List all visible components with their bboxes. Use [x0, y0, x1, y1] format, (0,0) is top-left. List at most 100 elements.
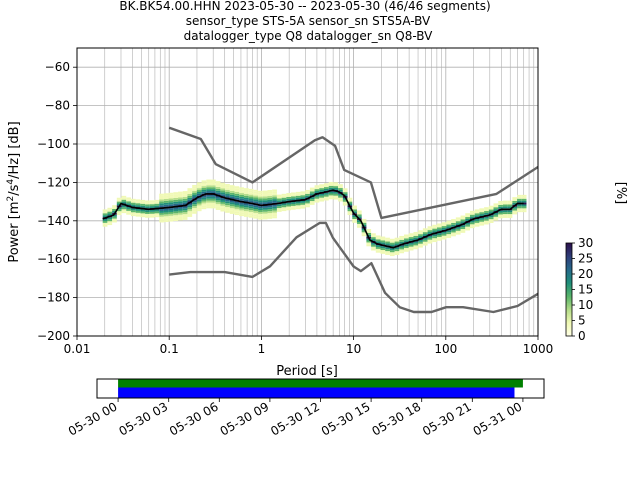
heatmap-cell: [267, 207, 273, 210]
heatmap-cell: [126, 201, 131, 204]
heatmap-cell: [135, 212, 141, 215]
heatmap-cell: [328, 185, 334, 188]
heatmap-cell: [309, 187, 315, 190]
heatmap-cell: [121, 211, 127, 214]
heatmap-cell: [474, 220, 480, 223]
heatmap-cell: [173, 194, 179, 197]
heatmap-cell: [168, 210, 174, 212]
heatmap-cell: [276, 198, 282, 201]
heatmap-cell: [385, 237, 390, 240]
heatmap-cell: [389, 238, 395, 241]
heatmap-cell: [451, 220, 456, 223]
heatmap-cell: [286, 193, 292, 195]
heatmap-cell: [309, 201, 315, 203]
heatmap-cell: [352, 211, 357, 214]
heatmap-cell: [333, 188, 339, 190]
heatmap-cell: [441, 227, 447, 230]
heatmap-cell: [352, 205, 357, 208]
heatmap-cell: [154, 201, 160, 204]
heatmap-cell: [201, 197, 207, 200]
heatmap-cell: [427, 239, 433, 242]
heatmap-cell: [441, 231, 447, 234]
heatmap-cell: [291, 192, 296, 195]
heatmap-cell: [380, 251, 386, 254]
heatmap-cell: [380, 248, 386, 251]
heatmap-cell: [399, 249, 405, 252]
heatmap-cell: [408, 244, 414, 247]
heatmap-cell: [267, 214, 273, 217]
heatmap-cell: [469, 224, 475, 227]
heatmap-cell: [215, 188, 221, 191]
heatmap-cell: [291, 203, 296, 206]
heatmap-cell: [300, 197, 306, 200]
heatmap-cell: [272, 199, 277, 202]
heatmap-cell: [347, 207, 353, 210]
heatmap-cell: [130, 200, 136, 203]
heatmap-cell: [399, 235, 405, 238]
heatmap-cell: [211, 185, 216, 188]
heatmap-cell: [286, 198, 292, 201]
heatmap-cell: [484, 220, 489, 223]
heatmap-cell: [366, 244, 372, 247]
heatmap-cell: [121, 197, 127, 200]
heatmap-cell: [267, 193, 273, 196]
heatmap-cell: [258, 210, 263, 212]
heatmap-cell: [201, 203, 207, 206]
heatmap-cell: [286, 206, 292, 209]
heatmap-cell: [262, 194, 268, 197]
heatmap-cell: [281, 197, 287, 200]
heatmap-cell: [234, 197, 240, 200]
heatmap-cell: [418, 232, 423, 235]
heatmap-cell: [389, 242, 395, 245]
heatmap-cell: [488, 211, 494, 214]
heatmap-cell: [196, 182, 202, 185]
heatmap-cell: [309, 202, 315, 205]
heatmap-cell: [206, 200, 212, 203]
heatmap-cell: [356, 225, 362, 228]
heatmap-cell: [460, 225, 466, 228]
heatmap-cell: [272, 197, 277, 200]
heatmap-cell: [102, 224, 108, 227]
heatmap-cell: [187, 203, 193, 206]
heatmap-cell: [145, 213, 150, 216]
heatmap-cell: [404, 249, 409, 252]
heatmap-cell: [220, 198, 226, 200]
heatmap-cell: [484, 211, 489, 213]
heatmap-cell: [295, 195, 301, 198]
heatmap-cell: [187, 213, 193, 216]
heatmap-cell: [168, 211, 174, 214]
heatmap-cell: [375, 241, 381, 244]
heatmap-cell: [187, 207, 193, 210]
heatmap-cell: [380, 250, 386, 252]
heatmap-cell: [192, 184, 197, 187]
heatmap-cell: [418, 234, 423, 237]
heatmap-cell: [375, 248, 381, 251]
heatmap-cell: [455, 232, 461, 235]
heatmap-cell: [220, 192, 226, 195]
heatmap-cell: [427, 230, 433, 233]
heatmap-cell: [484, 207, 489, 210]
heatmap-cell: [220, 186, 226, 189]
heatmap-cell: [314, 191, 320, 193]
heatmap-cell: [225, 201, 230, 204]
heatmap-cell: [206, 194, 212, 197]
heatmap-cell: [469, 220, 475, 223]
x-axis-ticks: 0.01 0.1 1 10 100 1000: [64, 336, 553, 356]
heatmap-cell: [196, 201, 202, 204]
heatmap-cell: [149, 213, 155, 216]
heatmap-cell: [517, 208, 522, 211]
heatmap-cell: [507, 216, 513, 218]
heatmap-cell: [163, 210, 169, 213]
heatmap-cell: [342, 203, 348, 206]
heatmap-cell: [140, 215, 146, 218]
heatmap-cell: [493, 218, 499, 221]
heatmap-cell: [437, 236, 442, 239]
heatmap-cell: [422, 239, 428, 242]
heatmap-cell: [262, 213, 268, 216]
heatmap-cell: [404, 234, 409, 237]
heatmap-cell: [474, 224, 480, 227]
heatmap-cell: [234, 205, 240, 208]
heatmap-cell: [347, 211, 353, 214]
heatmap-cell: [276, 208, 282, 210]
heatmap-cell: [220, 201, 226, 204]
